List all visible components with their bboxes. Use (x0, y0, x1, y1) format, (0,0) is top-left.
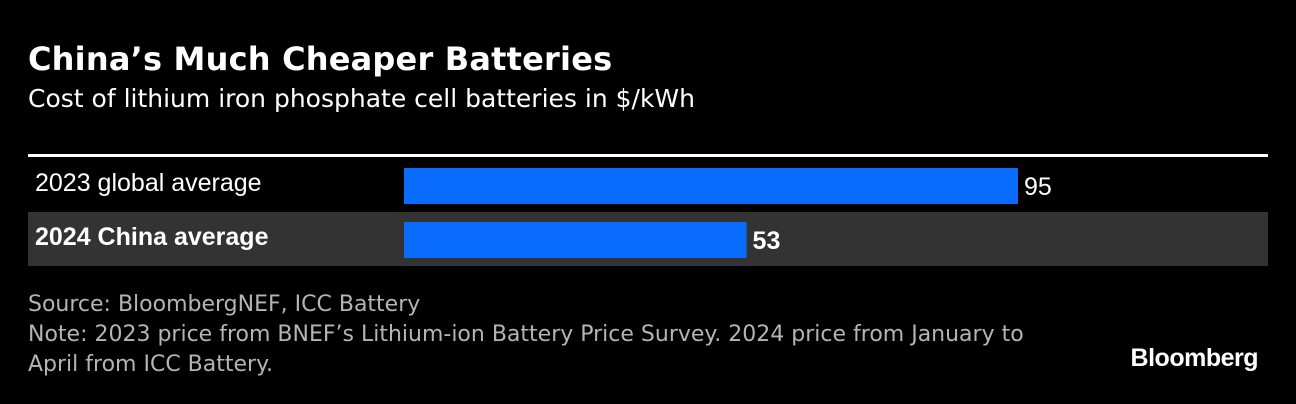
category-label: 2024 China average (35, 223, 269, 251)
top-rule (28, 154, 1268, 157)
bar-chart: 2023 global average 95 2024 China average 5… (28, 168, 1268, 266)
category-label: 2023 global average (35, 169, 262, 197)
chart-note: Note: 2023 price from BNEF’s Lithium-ion… (28, 322, 1024, 377)
chart-title: China’s Much Cheaper Batteries (28, 40, 613, 78)
value-label: 95 (1024, 173, 1052, 201)
bar (404, 222, 747, 258)
source-note: Source: BloombergNEF, ICC Battery (28, 292, 421, 317)
bloomberg-logo: Bloomberg (1130, 344, 1259, 372)
footer: Source: BloombergNEF, ICC Battery Note: … (28, 290, 1068, 380)
bar (404, 168, 1018, 204)
chart-subtitle: Cost of lithium iron phosphate cell batt… (28, 84, 695, 113)
value-label: 53 (753, 227, 781, 255)
